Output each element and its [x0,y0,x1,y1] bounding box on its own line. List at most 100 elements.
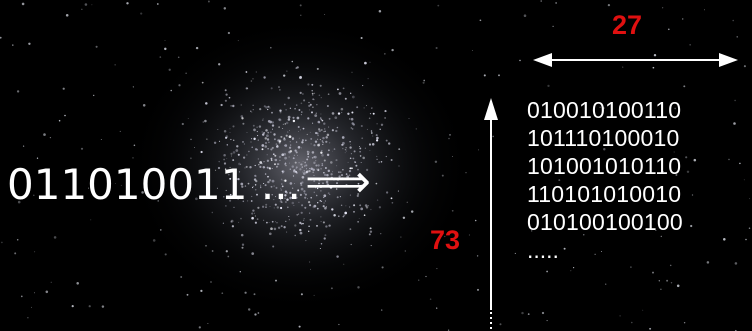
star [283,138,286,141]
star [492,135,494,138]
star [436,268,438,270]
star [232,151,236,154]
star [279,159,281,162]
star [284,194,287,197]
star [266,221,268,224]
star [306,168,308,170]
star [244,291,247,294]
star [285,164,287,167]
star [316,67,319,70]
star [300,102,303,105]
star [362,156,365,160]
star [236,145,239,148]
star [100,138,102,140]
star [270,159,273,161]
star [330,173,333,176]
star [16,239,19,241]
star [345,147,347,149]
star [320,151,323,154]
star [531,230,533,232]
star [310,196,312,199]
star [304,165,306,167]
star [338,175,341,178]
star [313,180,316,183]
star [683,321,686,324]
star [250,141,252,143]
star [247,200,249,202]
star [357,193,360,195]
bit-row: 101110100010 [527,125,680,151]
star [599,106,601,109]
star [293,169,296,172]
star [658,280,660,282]
star [266,159,270,162]
star [252,186,254,189]
star [293,183,295,185]
star [423,79,426,82]
star [434,160,438,164]
star [298,213,300,215]
star [34,251,36,253]
star [314,114,318,117]
star [248,150,250,153]
star [275,196,277,198]
star [231,155,232,157]
star [275,143,278,145]
star [223,154,226,157]
star [358,217,360,219]
star [81,8,83,10]
bit-row: 010010100110 [527,97,682,123]
star [278,139,282,143]
star [299,221,302,225]
star [237,177,240,181]
star [239,164,241,165]
star [336,196,339,199]
star [317,169,320,172]
star [288,219,290,221]
star [369,149,371,151]
star [43,133,46,136]
star [230,105,232,107]
star [284,156,287,160]
star [603,107,605,109]
star [222,222,224,224]
star [306,150,310,154]
star [316,207,319,210]
star [315,164,318,167]
star [280,135,283,138]
star [583,234,585,236]
star [119,130,121,132]
star [311,83,314,86]
star [208,168,210,170]
star [181,122,184,126]
star [468,234,470,236]
star [311,156,314,159]
star [240,115,244,118]
star [304,193,307,196]
star [333,178,335,181]
star [626,166,628,168]
star [357,168,359,171]
star [205,102,208,105]
star [234,176,237,179]
star [254,215,256,217]
star [397,190,399,192]
star [277,163,279,165]
star [380,161,383,163]
star [322,205,325,208]
star [324,167,327,169]
star [342,147,344,150]
star [14,252,17,255]
star [120,184,122,186]
star [31,306,33,308]
star [308,101,310,104]
star [256,126,258,128]
star [311,94,314,96]
star [327,93,330,96]
star [133,144,136,147]
star [271,220,274,223]
star [224,168,227,170]
star [265,106,268,109]
star [251,111,253,113]
star [573,116,575,118]
